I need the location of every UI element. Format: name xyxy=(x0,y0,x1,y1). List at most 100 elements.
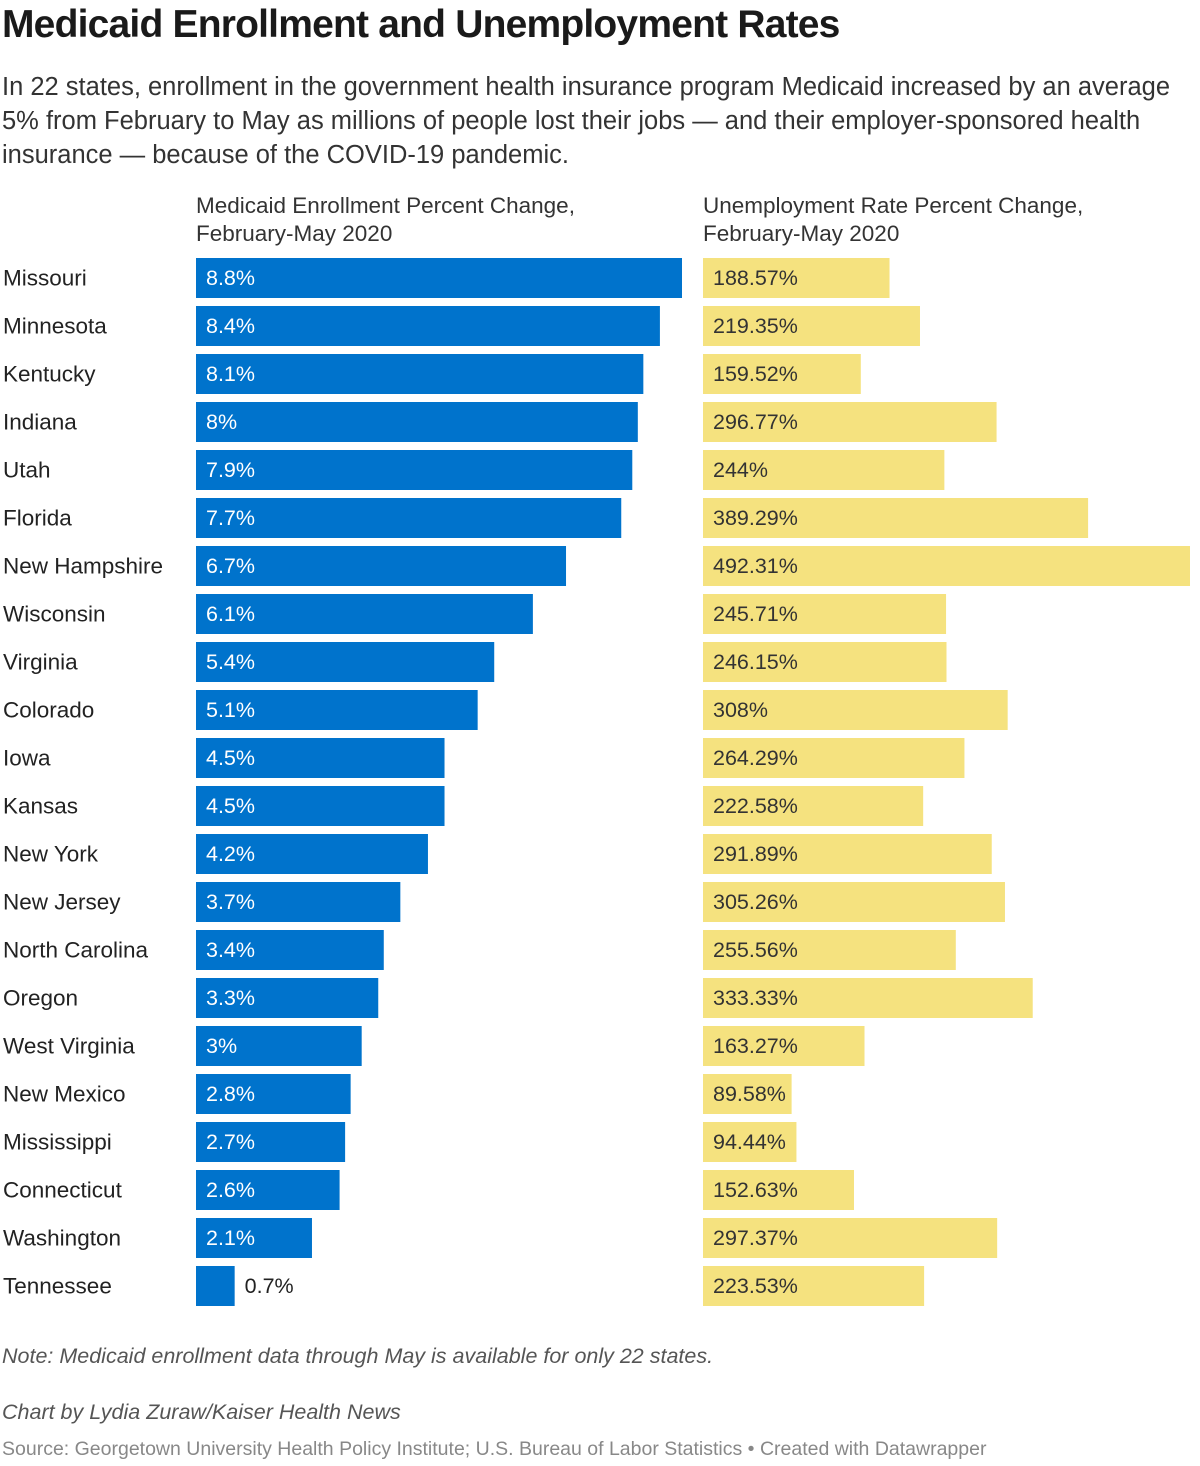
unemployment-header-line1: Unemployment Rate Percent Change, xyxy=(703,193,1084,218)
state-label-virginia: Virginia xyxy=(3,650,78,675)
medicaid-value-new-hampshire: 6.7% xyxy=(206,554,255,578)
unemployment-value-kentucky: 159.52% xyxy=(713,362,798,386)
unemployment-value-utah: 244% xyxy=(713,458,768,482)
unemployment-value-colorado: 308% xyxy=(713,698,768,722)
unemployment-value-indiana: 296.77% xyxy=(713,410,798,434)
datawrapper-credit: Created with Datawrapper xyxy=(759,1438,987,1460)
unemployment-bar-iowa xyxy=(703,738,965,778)
unemployment-bar-utah xyxy=(703,450,945,490)
medicaid-bar-colorado xyxy=(196,690,478,730)
state-label-wisconsin: Wisconsin xyxy=(3,602,106,627)
unemployment-value-new-mexico: 89.58% xyxy=(713,1082,786,1106)
state-label-connecticut: Connecticut xyxy=(3,1178,123,1203)
medicaid-bar-minnesota xyxy=(196,306,660,346)
state-label-new-jersey: New Jersey xyxy=(3,890,121,915)
unemployment-value-oregon: 333.33% xyxy=(713,986,798,1010)
unemployment-value-new-jersey: 305.26% xyxy=(713,890,798,914)
unemployment-bar-mississippi xyxy=(703,1122,797,1162)
unemployment-value-new-hampshire: 492.31% xyxy=(713,554,798,578)
medicaid-bar-tennessee xyxy=(196,1266,235,1306)
unemployment-value-florida: 389.29% xyxy=(713,506,798,530)
unemployment-value-mississippi: 94.44% xyxy=(713,1130,786,1154)
unemployment-value-connecticut: 152.63% xyxy=(713,1178,798,1202)
unemployment-value-west-virginia: 163.27% xyxy=(713,1034,798,1058)
unemployment-bar-missouri xyxy=(703,258,890,298)
medicaid-value-new-york: 4.2% xyxy=(206,842,255,866)
medicaid-value-kansas: 4.5% xyxy=(206,794,255,818)
unemployment-value-iowa: 264.29% xyxy=(713,746,798,770)
unemployment-column-header: Unemployment Rate Percent Change, Februa… xyxy=(703,192,1083,248)
medicaid-column-header: Medicaid Enrollment Percent Change, Febr… xyxy=(196,192,575,248)
unemployment-value-minnesota: 219.35% xyxy=(713,314,798,338)
unemployment-value-new-york: 291.89% xyxy=(713,842,798,866)
medicaid-bar-washington xyxy=(196,1218,312,1258)
state-label-iowa: Iowa xyxy=(3,746,51,771)
unemployment-bar-tennessee xyxy=(703,1266,925,1306)
unemployment-bar-minnesota xyxy=(703,306,920,346)
state-label-washington: Washington xyxy=(3,1226,121,1251)
medicaid-bar-new-hampshire xyxy=(196,546,567,586)
unemployment-bar-oregon xyxy=(703,978,1033,1018)
medicaid-value-colorado: 5.1% xyxy=(206,698,255,722)
state-label-new-york: New York xyxy=(3,842,99,867)
medicaid-bar-west-virginia xyxy=(196,1026,362,1066)
medicaid-value-kentucky: 8.1% xyxy=(206,362,255,386)
medicaid-value-new-mexico: 2.8% xyxy=(206,1082,255,1106)
state-label-north-carolina: North Carolina xyxy=(3,938,149,963)
medicaid-value-florida: 7.7% xyxy=(206,506,255,530)
unemployment-bar-kansas xyxy=(703,786,924,826)
medicaid-value-tennessee: 0.7% xyxy=(245,1274,294,1298)
unemployment-bar-north-carolina xyxy=(703,930,956,970)
chart-byline: Chart by Lydia Zuraw/Kaiser Health News xyxy=(2,1400,401,1424)
medicaid-header-line2: February-May 2020 xyxy=(196,221,393,246)
state-label-new-hampshire: New Hampshire xyxy=(3,554,163,579)
unemployment-bar-new-mexico xyxy=(703,1074,792,1114)
unemployment-header-line2: February-May 2020 xyxy=(703,221,900,246)
unemployment-value-washington: 297.37% xyxy=(713,1226,798,1250)
state-label-new-mexico: New Mexico xyxy=(3,1082,126,1107)
state-label-indiana: Indiana xyxy=(3,410,77,435)
medicaid-value-new-jersey: 3.7% xyxy=(206,890,255,914)
medicaid-value-indiana: 8% xyxy=(206,410,237,434)
medicaid-bar-florida xyxy=(196,498,622,538)
chart-title: Medicaid Enrollment and Unemployment Rat… xyxy=(2,3,840,46)
medicaid-bar-kansas xyxy=(196,786,445,826)
state-label-florida: Florida xyxy=(3,506,72,531)
state-label-oregon: Oregon xyxy=(3,986,78,1011)
medicaid-bar-north-carolina xyxy=(196,930,384,970)
unemployment-bar-new-york xyxy=(703,834,992,874)
medicaid-bar-mississippi xyxy=(196,1122,346,1162)
medicaid-value-north-carolina: 3.4% xyxy=(206,938,255,962)
chart-note: Note: Medicaid enrollment data through M… xyxy=(2,1344,714,1368)
medicaid-bar-utah xyxy=(196,450,633,490)
unemployment-bar-connecticut xyxy=(703,1170,854,1210)
unemployment-value-kansas: 222.58% xyxy=(713,794,798,818)
medicaid-bar-wisconsin xyxy=(196,594,533,634)
state-label-missouri: Missouri xyxy=(3,266,87,291)
medicaid-value-wisconsin: 6.1% xyxy=(206,602,255,626)
unemployment-bar-indiana xyxy=(703,402,997,442)
unemployment-bar-washington xyxy=(703,1218,998,1258)
source-separator: • xyxy=(742,1438,760,1460)
unemployment-bar-wisconsin xyxy=(703,594,947,634)
chart-subtitle: In 22 states, enrollment in the governme… xyxy=(2,73,1171,169)
medicaid-bar-iowa xyxy=(196,738,445,778)
unemployment-bar-florida xyxy=(703,498,1089,538)
unemployment-value-virginia: 246.15% xyxy=(713,650,798,674)
medicaid-value-utah: 7.9% xyxy=(206,458,255,482)
source-text: Source: Georgetown University Health Pol… xyxy=(2,1438,743,1460)
state-label-kansas: Kansas xyxy=(3,794,78,819)
medicaid-value-mississippi: 2.7% xyxy=(206,1130,255,1154)
medicaid-value-iowa: 4.5% xyxy=(206,746,255,770)
medicaid-value-west-virginia: 3% xyxy=(206,1034,237,1058)
state-label-minnesota: Minnesota xyxy=(3,314,107,339)
medicaid-value-washington: 2.1% xyxy=(206,1226,255,1250)
unemployment-value-missouri: 188.57% xyxy=(713,266,798,290)
unemployment-bar-new-hampshire xyxy=(703,546,1190,586)
medicaid-bar-oregon xyxy=(196,978,379,1018)
unemployment-bar-west-virginia xyxy=(703,1026,865,1066)
unemployment-bar-new-jersey xyxy=(703,882,1005,922)
state-label-mississippi: Mississippi xyxy=(3,1130,112,1155)
unemployment-bar-virginia xyxy=(703,642,947,682)
medicaid-bar-connecticut xyxy=(196,1170,340,1210)
